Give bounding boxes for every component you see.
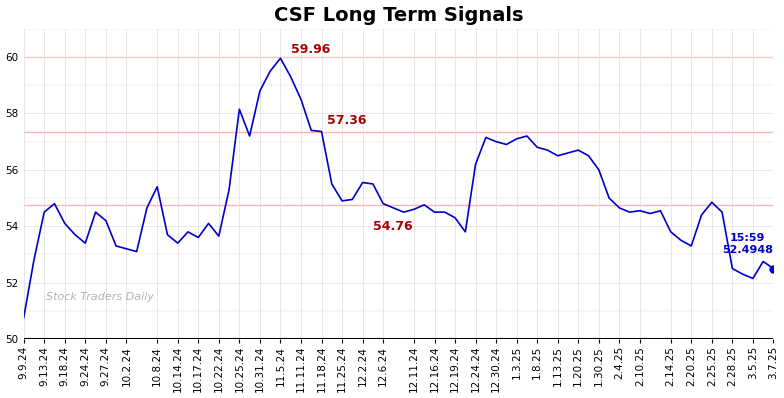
- Title: CSF Long Term Signals: CSF Long Term Signals: [274, 6, 523, 25]
- Text: Stock Traders Daily: Stock Traders Daily: [46, 292, 154, 302]
- Text: 57.36: 57.36: [327, 114, 366, 127]
- Text: 54.76: 54.76: [373, 220, 412, 233]
- Text: 15:59
52.4948: 15:59 52.4948: [722, 233, 773, 255]
- Text: 59.96: 59.96: [291, 43, 330, 56]
